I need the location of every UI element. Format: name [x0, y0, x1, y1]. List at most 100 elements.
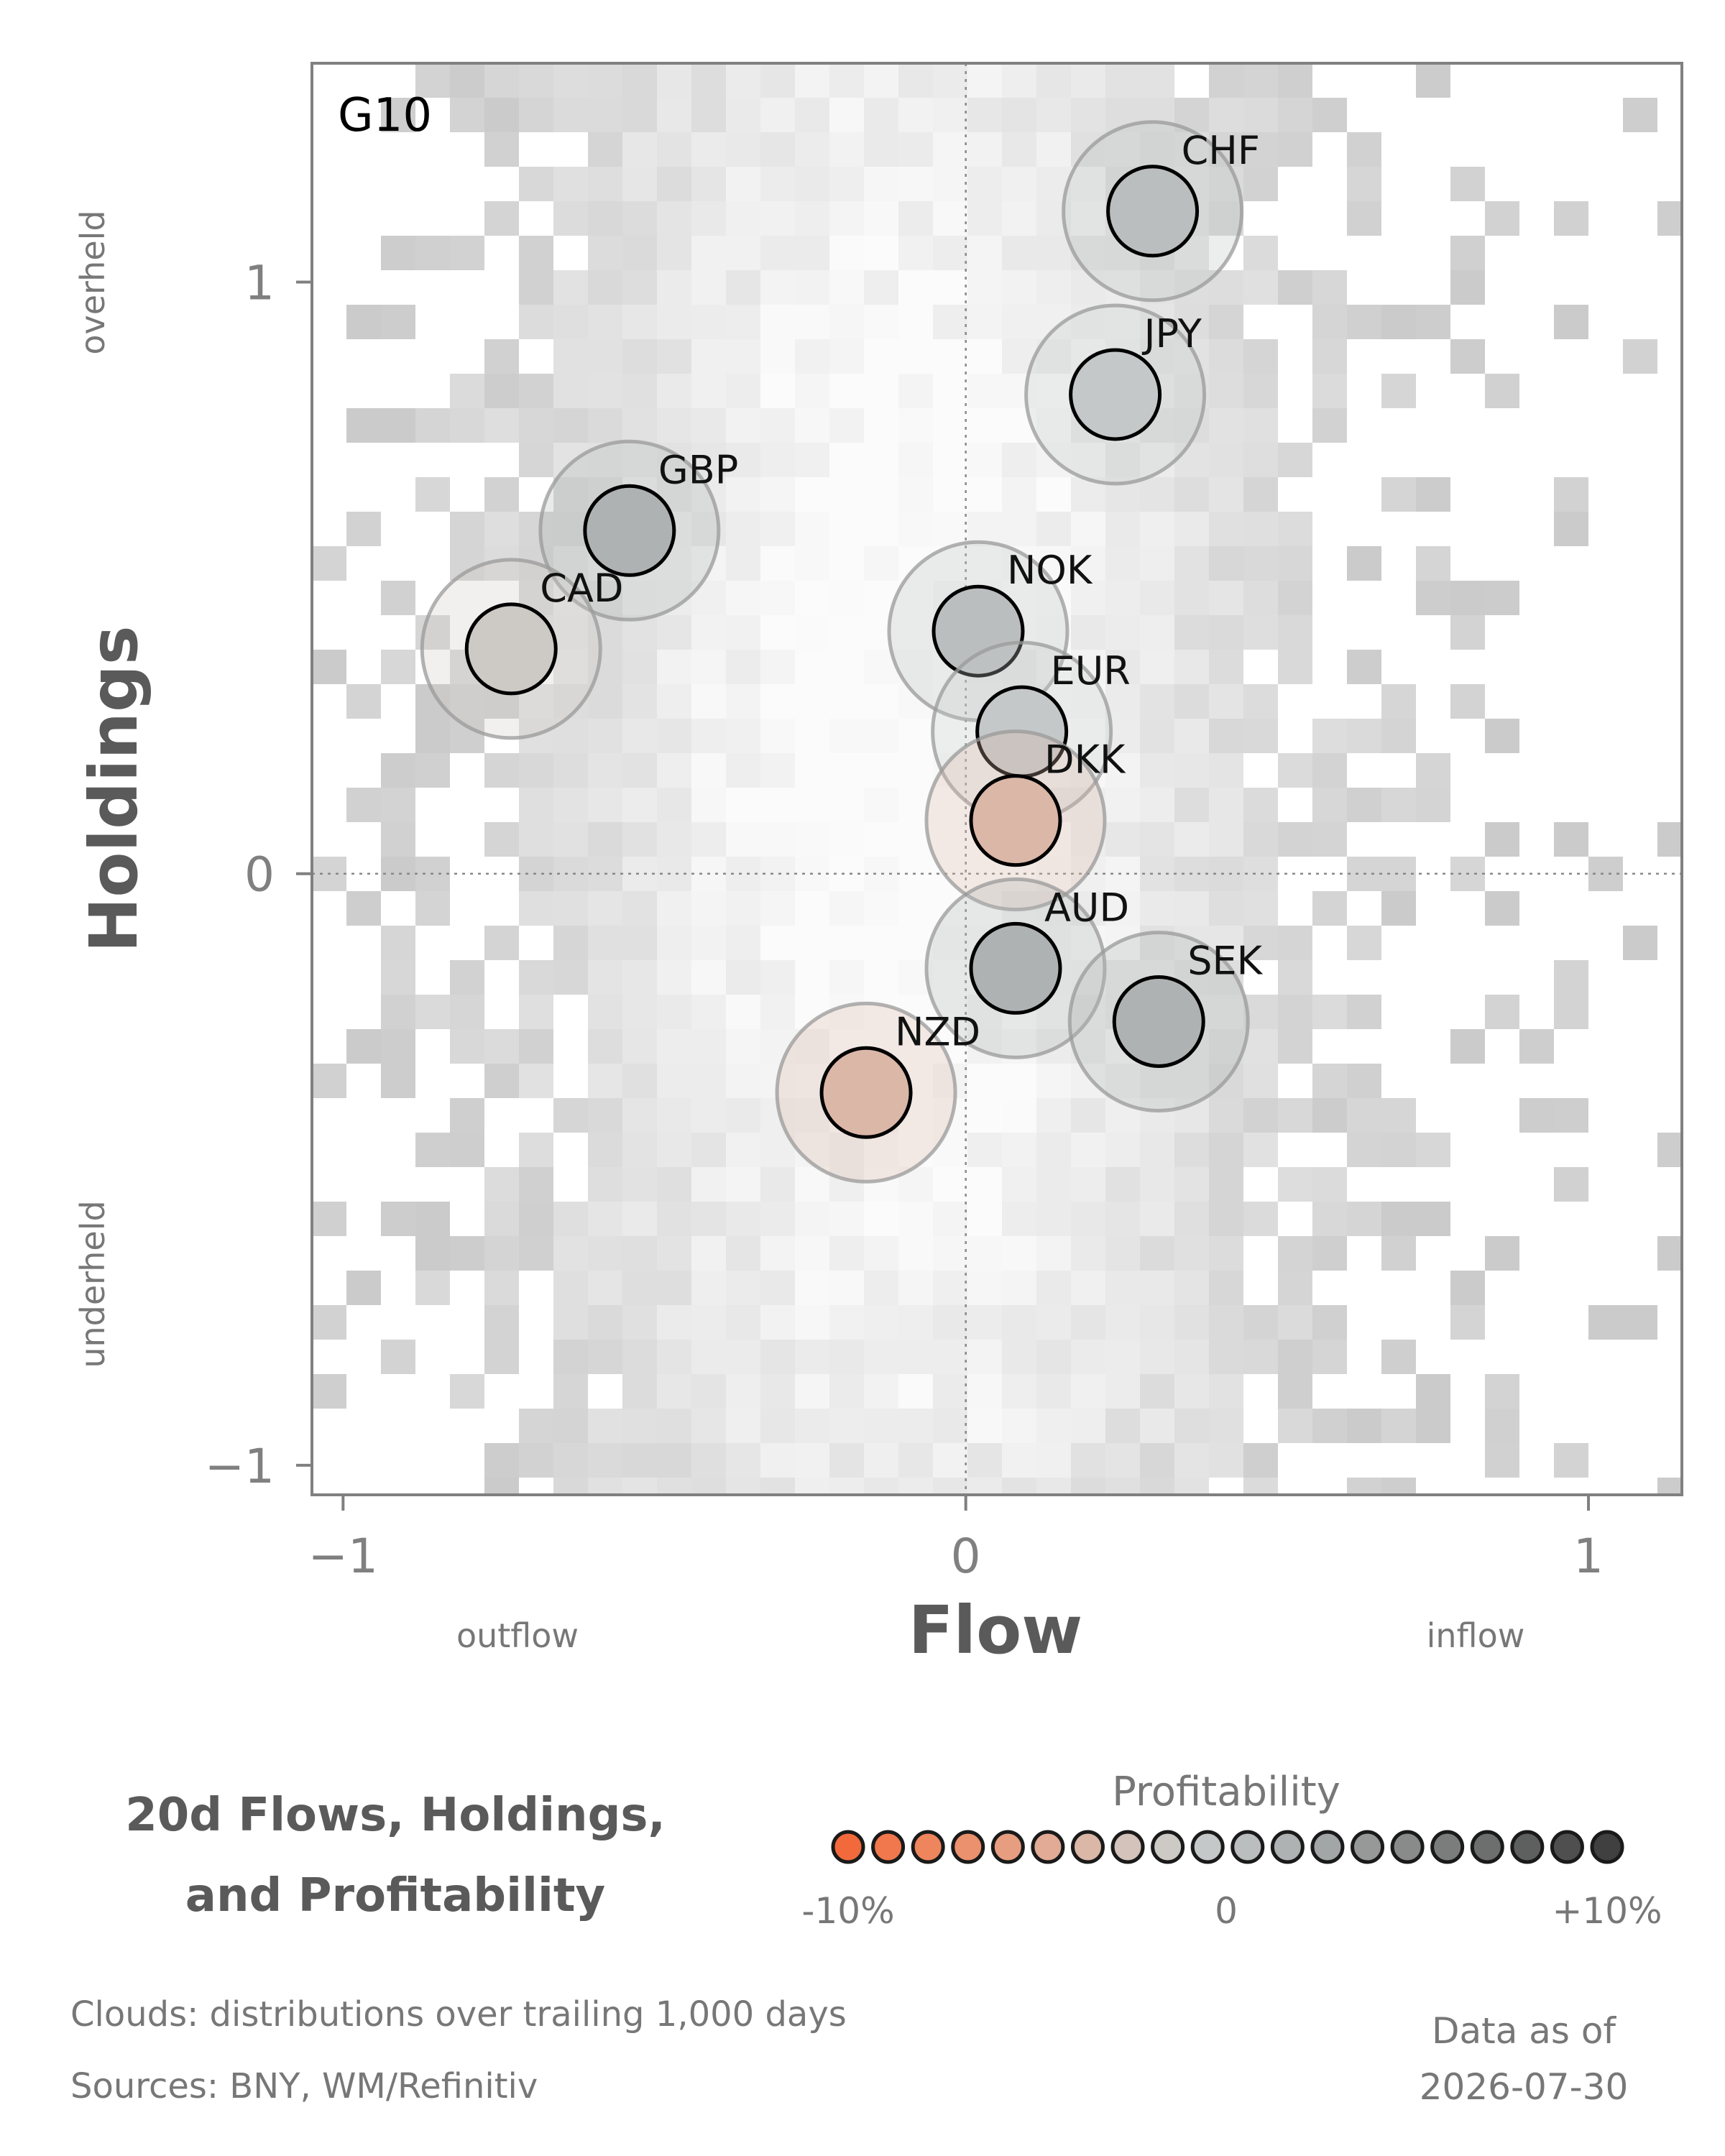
density-cell — [691, 1443, 726, 1478]
density-cell — [795, 719, 829, 753]
density-cell — [415, 408, 450, 443]
density-cell — [1140, 1098, 1174, 1133]
legend-swatch — [1550, 1830, 1584, 1864]
density-cell — [1278, 546, 1312, 581]
density-cell — [588, 1478, 622, 1495]
density-cell — [1278, 1271, 1312, 1305]
density-cell — [829, 546, 864, 581]
density-cell — [381, 408, 415, 443]
density-cell — [553, 512, 588, 546]
point-aud: AUD — [924, 877, 1129, 1059]
density-cell — [450, 98, 484, 132]
density-cell — [967, 443, 1002, 477]
density-cell — [1036, 98, 1071, 132]
point-marker — [819, 1046, 913, 1139]
density-cell — [760, 1271, 795, 1305]
density-cell — [829, 684, 864, 719]
density-cell — [381, 788, 415, 822]
density-cell — [864, 408, 898, 443]
density-cell — [864, 1167, 898, 1202]
density-cell — [1071, 270, 1105, 305]
density-cell — [795, 477, 829, 512]
density-cell — [1174, 1443, 1209, 1478]
density-cell — [691, 822, 726, 857]
density-cell — [484, 1202, 519, 1236]
y-tick-label: 1 — [244, 256, 275, 311]
density-cell — [829, 270, 864, 305]
density-cell — [898, 1236, 933, 1271]
density-cell — [726, 270, 760, 305]
density-cell — [829, 98, 864, 132]
density-cell — [622, 1202, 657, 1236]
density-cell — [1174, 684, 1209, 719]
density-cell — [622, 926, 657, 960]
density-cell — [1036, 1305, 1071, 1340]
density-cell — [1381, 1340, 1416, 1374]
density-cell — [1036, 1374, 1071, 1409]
density-cell — [1243, 822, 1278, 857]
density-cell — [1105, 684, 1140, 719]
density-cell — [726, 719, 760, 753]
density-cell — [1278, 615, 1312, 650]
density-cell — [553, 408, 588, 443]
density-cell — [1209, 1098, 1243, 1133]
density-cell — [622, 305, 657, 339]
density-cell — [312, 1374, 346, 1409]
density-cell — [1312, 98, 1347, 132]
density-cell — [553, 650, 588, 684]
legend-swatch — [1310, 1830, 1345, 1864]
density-cell — [519, 995, 553, 1029]
density-cell — [1312, 339, 1347, 374]
density-cell — [622, 339, 657, 374]
density-cell — [622, 788, 657, 822]
density-cell — [622, 374, 657, 408]
density-cell — [760, 926, 795, 960]
density-cell — [864, 1271, 898, 1305]
density-cell — [691, 1478, 726, 1495]
density-cell — [829, 374, 864, 408]
reference-lines — [312, 63, 1682, 1495]
density-cell — [1485, 1374, 1519, 1409]
density-cell — [1174, 753, 1209, 788]
density-cell — [588, 270, 622, 305]
currency-points: CHF JPY GBP CAD NOK EUR DKK AUD SEK NZD — [420, 120, 1264, 1184]
density-cell — [415, 995, 450, 1029]
density-cell — [1140, 1133, 1174, 1167]
density-cell — [553, 98, 588, 132]
density-cell — [1485, 1409, 1519, 1443]
density-cell — [898, 1133, 933, 1167]
density-cell — [1002, 167, 1036, 201]
density-cell — [657, 960, 691, 995]
density-cell — [726, 1374, 760, 1409]
density-cell — [898, 581, 933, 615]
density-cell — [657, 995, 691, 1029]
density-cell — [691, 1098, 726, 1133]
density-cell — [933, 822, 967, 857]
density-cell — [1243, 63, 1278, 98]
density-cell — [1105, 1374, 1140, 1409]
density-cell — [657, 1236, 691, 1271]
density-cell — [657, 408, 691, 443]
density-cell — [1105, 1443, 1140, 1478]
density-cell — [691, 1167, 726, 1202]
density-cell — [864, 339, 898, 374]
density-cell — [415, 753, 450, 788]
density-cell — [657, 1167, 691, 1202]
density-cell — [1347, 1409, 1381, 1443]
density-cell — [1278, 1340, 1312, 1374]
density-cell — [760, 719, 795, 753]
density-cell — [519, 1236, 553, 1271]
density-cell — [1243, 512, 1278, 546]
point-cad: CAD — [420, 558, 623, 740]
density-cell — [760, 270, 795, 305]
y-side-label-top: overheld — [73, 210, 112, 354]
density-cell — [381, 857, 415, 891]
point-label: DKK — [1044, 737, 1126, 783]
density-cell — [1243, 408, 1278, 443]
density-cell — [1243, 132, 1278, 167]
density-cell — [346, 891, 381, 926]
density-cell — [829, 477, 864, 512]
density-cell — [622, 1340, 657, 1374]
density-cell — [1278, 1098, 1312, 1133]
density-cell — [1209, 822, 1243, 857]
